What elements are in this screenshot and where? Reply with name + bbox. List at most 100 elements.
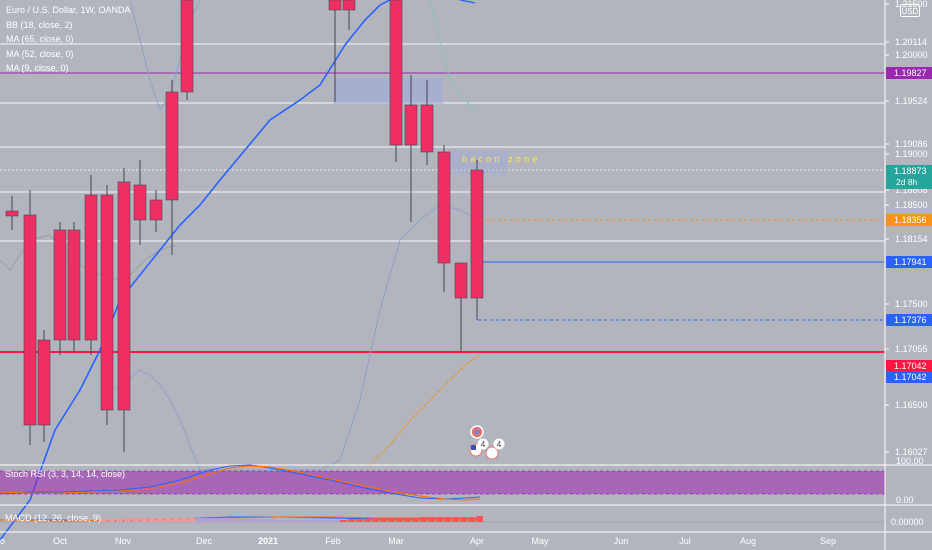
price-badge[interactable]: 1.17376 xyxy=(886,314,932,326)
svg-text:1.17376: 1.17376 xyxy=(894,315,927,325)
macd-histogram-bar xyxy=(252,519,259,522)
macd-histogram-bar xyxy=(476,516,483,522)
macd-histogram-bar xyxy=(140,518,147,522)
macd-histogram-bar xyxy=(468,517,475,522)
ma52-line xyxy=(369,354,481,466)
macd-histogram-bar xyxy=(276,520,283,522)
price-axis-label: 1.20000 xyxy=(895,50,928,60)
svg-text:1.17042: 1.17042 xyxy=(894,361,927,371)
event-count-badge[interactable] xyxy=(477,438,489,450)
ma9-legend[interactable]: MA (9, close, 0) xyxy=(6,63,69,73)
candle xyxy=(328,0,342,102)
stoch-rsi-pane[interactable] xyxy=(0,464,932,506)
macd-pane[interactable] xyxy=(0,516,885,523)
stoch-axis-label: 100.00 xyxy=(896,456,924,466)
symbol-title[interactable]: Euro / U.S. Dollar, 1W, OANDA xyxy=(6,5,131,15)
time-axis-label: May xyxy=(531,536,549,546)
candle xyxy=(180,0,194,100)
time-axis[interactable]: o Oct Nov Dec 2021 Feb Mar Apr May Jun Jul Aug Sep xyxy=(0,536,836,546)
macd-histogram-bar xyxy=(100,519,107,522)
flag-us-icon-2[interactable] xyxy=(485,446,499,460)
stoch-rsi-label[interactable]: Stoch RSI (3, 3, 14, 14, close) xyxy=(5,469,126,479)
svg-text:4: 4 xyxy=(497,440,502,449)
price-axis-label: 1.18808 xyxy=(895,185,928,195)
candle xyxy=(389,0,403,162)
macd-label[interactable]: MACD (12, 26, close, 9) xyxy=(5,513,102,523)
candles xyxy=(5,0,484,452)
macd-histogram-bar xyxy=(324,520,331,522)
time-axis-label: Dec xyxy=(196,536,213,546)
macd-histogram-bar xyxy=(180,518,187,522)
candle xyxy=(470,160,484,320)
macd-histogram-bar xyxy=(228,518,235,522)
macd-histogram-bar xyxy=(348,519,355,522)
macd-histogram-bar xyxy=(116,519,123,522)
time-axis-label: Mar xyxy=(388,536,404,546)
bb-legend[interactable]: BB (18, close, 2) xyxy=(6,19,73,30)
stoch-d-line xyxy=(0,465,481,501)
price-axis-label: 1.16027 xyxy=(895,447,928,457)
currency-unit-button[interactable]: USD xyxy=(900,4,920,17)
macd-histogram-bar xyxy=(172,518,179,522)
macd-histogram-bar xyxy=(148,518,155,522)
ma52-legend[interactable]: MA (52, close, 0) xyxy=(6,48,74,59)
macd-histogram-bar xyxy=(204,518,211,522)
candle xyxy=(67,222,81,352)
time-axis-label: Nov xyxy=(115,536,132,546)
macd-histogram-bar xyxy=(380,518,387,522)
macd-histogram-bar xyxy=(316,520,323,522)
svg-text:2d 8h: 2d 8h xyxy=(896,177,918,187)
event-count-badge-2[interactable] xyxy=(493,438,505,450)
price-axis-label: 1.19000 xyxy=(895,149,928,159)
macd-histogram-bar xyxy=(412,518,419,522)
price-axis[interactable]: 1.215001.201141.200001.195241.190861.190… xyxy=(884,0,932,550)
time-axis-label: Feb xyxy=(325,536,341,546)
price-badge[interactable]: 1.17042 xyxy=(886,371,932,383)
price-badge[interactable]: 1.17941 xyxy=(886,256,932,268)
price-badge[interactable]: 1.17042 xyxy=(886,360,932,372)
bb-lower-line xyxy=(114,204,481,471)
candle xyxy=(149,190,163,232)
bacon-zone-label[interactable]: bacon zone xyxy=(462,154,541,164)
ma65-legend[interactable]: MA (65, close, 0) xyxy=(6,34,74,44)
macd-histogram-bar xyxy=(372,518,379,522)
candle xyxy=(454,262,468,352)
macd-histogram-bar xyxy=(460,517,467,522)
candle xyxy=(165,80,179,255)
macd-histogram-bar xyxy=(108,519,115,522)
ma9-line xyxy=(0,0,391,541)
time-axis-label: Jun xyxy=(614,536,629,546)
macd-histogram-bar xyxy=(388,518,395,522)
candle xyxy=(133,160,147,245)
macd-histogram-bar xyxy=(188,518,195,522)
macd-histogram-bar xyxy=(428,517,435,522)
macd-histogram-bar xyxy=(124,518,131,522)
candle xyxy=(53,222,67,355)
price-axis-label: 1.19086 xyxy=(895,139,928,149)
time-axis-label: Aug xyxy=(740,536,756,546)
svg-text:1.18873: 1.18873 xyxy=(894,166,927,176)
macd-histogram-bar xyxy=(420,517,427,522)
event-icons[interactable]: 4 4 xyxy=(469,425,505,460)
macd-histogram-bar xyxy=(268,519,275,522)
price-axis-label: 1.17500 xyxy=(895,299,928,309)
macd-histogram-bar xyxy=(340,520,347,522)
macd-histogram-bar xyxy=(332,520,339,522)
macd-histogram-bar xyxy=(396,518,403,522)
candle xyxy=(84,175,98,355)
time-axis-label: Apr xyxy=(470,536,484,546)
time-axis-label: Jul xyxy=(679,536,691,546)
supply-zone-box[interactable] xyxy=(333,78,443,104)
price-badge[interactable]: 1.19827 xyxy=(886,67,932,79)
macd-histogram-bar xyxy=(308,520,315,522)
macd-histogram-bar xyxy=(156,518,163,522)
candle xyxy=(420,80,434,165)
price-axis-label: 1.17055 xyxy=(895,344,928,354)
price-axis-label: 1.19524 xyxy=(895,96,928,106)
macd-histogram-bar xyxy=(436,517,443,522)
macd-histogram-bar xyxy=(212,518,219,522)
price-badge[interactable]: 1.18356 xyxy=(886,214,932,226)
